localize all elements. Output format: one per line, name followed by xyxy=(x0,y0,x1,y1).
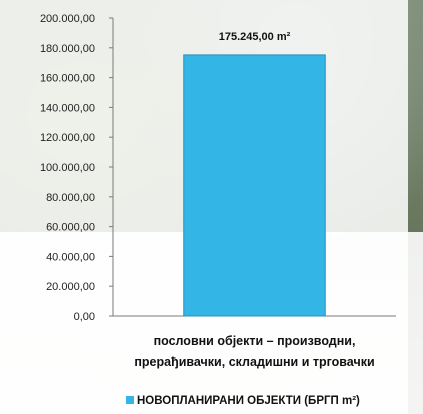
data-label: 175.245,00 m² xyxy=(219,31,291,43)
y-tick-label: 0,00 xyxy=(74,311,95,323)
y-tick-label: 160.000,00 xyxy=(40,73,95,85)
y-tick-label: 40.000,00 xyxy=(46,251,95,263)
y-tick-label: 100.000,00 xyxy=(40,162,95,174)
y-tick-label: 200.000,00 xyxy=(40,13,95,25)
legend-swatch xyxy=(126,396,134,404)
y-tick-label: 120.000,00 xyxy=(40,132,95,144)
category-label: прерађивачки, складишни и трговачки xyxy=(134,355,374,369)
category-label: пословни објекти – производни, xyxy=(154,334,356,348)
category-labels: пословни објекти – производни, прерађивач… xyxy=(134,334,374,369)
y-tick-label: 180.000,00 xyxy=(40,43,95,55)
y-tick-label: 80.000,00 xyxy=(46,192,95,204)
y-tick-label: 140.000,00 xyxy=(40,102,95,114)
y-tick-label: 20.000,00 xyxy=(46,281,95,293)
y-axis-ticks: 0,00 20.000,00 40.000,00 60.000,00 80.000,00… xyxy=(40,13,113,323)
data-labels: 175.245,00 m² xyxy=(219,31,291,43)
y-tick-label: 60.000,00 xyxy=(46,222,95,234)
bars xyxy=(183,54,326,317)
legend-label: НОВОПЛАНИРАНИ ОБЈЕКТИ (БРГП m²) xyxy=(137,395,360,407)
bar xyxy=(183,54,326,317)
legend: НОВОПЛАНИРАНИ ОБЈЕКТИ (БРГП m²) xyxy=(126,395,360,407)
